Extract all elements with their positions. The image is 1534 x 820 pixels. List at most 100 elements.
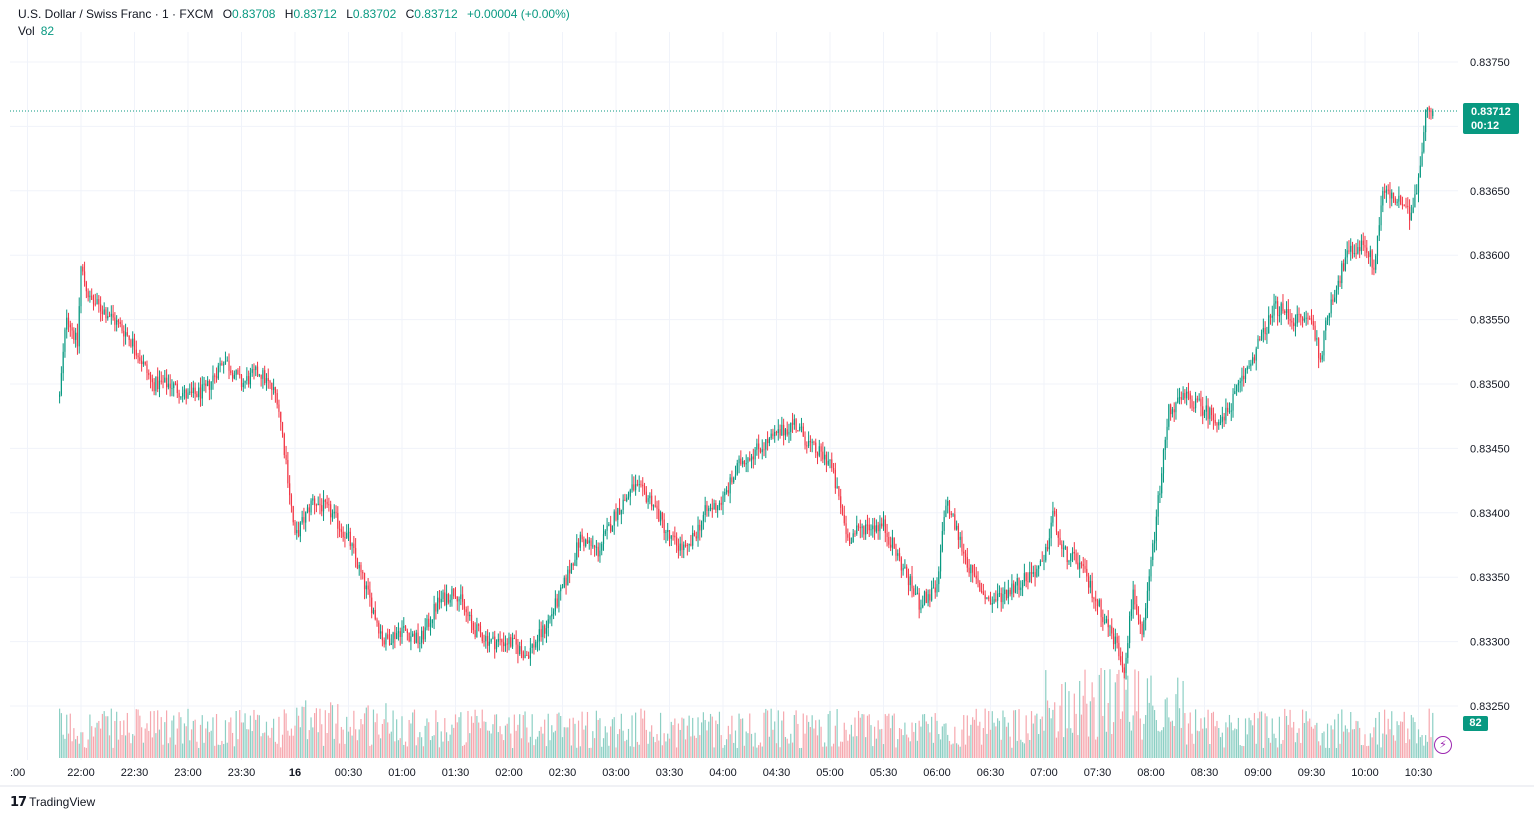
volume-bar [1171, 720, 1173, 758]
volume-bar [893, 713, 895, 758]
volume-bar [1038, 734, 1040, 758]
volume-bar [494, 714, 496, 758]
candle-body [718, 502, 721, 507]
candle-body [763, 449, 765, 451]
volume-bar [617, 734, 619, 758]
volume-bar [938, 734, 940, 758]
candle-body [371, 597, 373, 614]
volume-bar [1164, 699, 1166, 758]
volume-bar [299, 727, 301, 758]
candle-body [1337, 280, 1339, 290]
candle-body [1143, 620, 1145, 635]
tradingview-logo[interactable]: 17 TradingView [10, 795, 95, 810]
candle-body [1367, 252, 1370, 258]
volume-bar [984, 708, 986, 758]
candle-body [642, 484, 644, 487]
candle-body [1219, 421, 1222, 423]
volume-bar [144, 728, 146, 758]
volume-bar [761, 746, 763, 758]
candle-body [991, 603, 993, 605]
volume-bar [570, 745, 573, 758]
volume-bar [1398, 725, 1400, 758]
volume-bar [902, 735, 904, 758]
volume-bar [1084, 669, 1086, 758]
volume-bar [251, 731, 253, 758]
candle-body [344, 537, 346, 539]
candle-body [1228, 411, 1231, 413]
candle-body [440, 598, 442, 603]
candle-body [590, 540, 592, 547]
volume-bar [1343, 731, 1345, 758]
candle-body [652, 505, 655, 507]
candle-body [139, 357, 141, 361]
candle-body [659, 512, 662, 522]
candle-body [633, 484, 635, 491]
candle-body [1196, 398, 1198, 400]
volume-bar [1410, 714, 1412, 758]
candle-body [781, 424, 783, 436]
volume-bar [581, 711, 583, 758]
volume-bar [656, 734, 658, 758]
volume-bar [283, 709, 285, 758]
volume-bar [278, 716, 280, 758]
volume-bar [890, 728, 892, 758]
volume-bar [980, 744, 983, 758]
candle-body [380, 631, 382, 634]
candle-body [503, 642, 505, 647]
candle-body [237, 370, 239, 375]
candle-body [836, 486, 838, 489]
candle-body [570, 563, 573, 574]
candle-body [365, 585, 367, 590]
volume-bar [274, 741, 276, 758]
volume-bar [909, 741, 911, 758]
candle-body [772, 433, 774, 437]
volume-bar [1112, 722, 1115, 758]
volume-bar [1082, 695, 1084, 758]
candle-body [1275, 301, 1277, 304]
symbol-title[interactable]: U.S. Dollar / Swiss Franc · 1 · FXCM [18, 7, 214, 21]
candle-body [1398, 195, 1400, 202]
volume-bar [551, 725, 553, 758]
volume-bar [456, 722, 458, 758]
candle-body [1250, 363, 1252, 367]
candle-body [1328, 313, 1330, 318]
candle-body [87, 291, 89, 298]
price-tick-label: 0.83250 [1470, 701, 1510, 713]
volume-bar [574, 723, 576, 758]
volume-bar [246, 729, 248, 758]
lightning-icon[interactable]: ⚡ [1434, 736, 1452, 754]
time-axis[interactable]: :00 22:00 22:30 23:00 23:30 16 00:30 01:00 01:30… [10, 767, 1432, 779]
volume-bar [526, 727, 528, 758]
volume-bar [820, 726, 822, 758]
volume-label[interactable]: Vol [18, 24, 35, 38]
volume-bar [1287, 724, 1289, 758]
volume-bar [258, 715, 260, 758]
volume-bar [437, 722, 439, 758]
volume-bar [285, 713, 287, 758]
volume-bar [381, 723, 383, 758]
candle-body [169, 383, 171, 389]
volume-bar [1394, 740, 1396, 758]
price-axis[interactable]: 0.832500.833000.833500.834000.834500.835… [1470, 57, 1510, 713]
candle-body [1351, 245, 1354, 254]
volume-bar [511, 748, 514, 758]
volume-bar [1244, 718, 1247, 758]
volume-bar [676, 747, 678, 758]
candle-body [1273, 303, 1275, 316]
volume-bar [353, 710, 355, 758]
volume-bar [419, 732, 421, 758]
volume-bar [781, 720, 783, 758]
candle-body [752, 456, 754, 460]
candle-body [108, 316, 111, 318]
volume-bar [618, 729, 621, 758]
volume-bar [1373, 727, 1375, 758]
volume-bar [112, 747, 114, 758]
volume-bar [183, 723, 186, 758]
volume-bar [554, 730, 556, 758]
volume-bar [1344, 725, 1346, 758]
candle-body [1269, 315, 1272, 318]
volume-bar [256, 714, 259, 758]
volume-bar [1341, 709, 1343, 758]
candle-body [1100, 599, 1102, 618]
